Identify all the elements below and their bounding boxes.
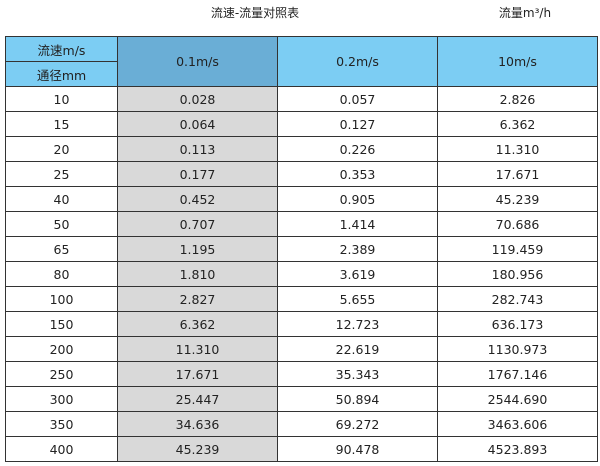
diameter-cell: 100 bbox=[5, 286, 118, 312]
flow-cell: 3.619 bbox=[277, 261, 438, 287]
column-header: 10m/s bbox=[437, 36, 598, 87]
flow-cell: 5.655 bbox=[277, 286, 438, 312]
flow-cell: 45.239 bbox=[117, 436, 278, 462]
flow-table: 流速m/s 0.1m/s 0.2m/s 10m/s 通径mm 10 0.028 0.… bbox=[5, 36, 598, 462]
flow-cell: 1.810 bbox=[117, 261, 278, 287]
flow-cell: 0.707 bbox=[117, 211, 278, 237]
flow-cell: 6.362 bbox=[117, 311, 278, 337]
flow-cell: 0.127 bbox=[277, 111, 438, 137]
table-row: 10 0.028 0.057 2.826 bbox=[5, 86, 598, 112]
flow-cell: 0.113 bbox=[117, 136, 278, 162]
column-header: 0.2m/s bbox=[277, 36, 438, 87]
table-title: 流速-流量对照表 bbox=[210, 6, 300, 20]
flow-cell: 0.452 bbox=[117, 186, 278, 212]
column-header: 0.1m/s bbox=[117, 36, 278, 87]
flow-cell: 0.353 bbox=[277, 161, 438, 187]
flow-cell: 35.343 bbox=[277, 361, 438, 387]
table-row: 350 34.636 69.272 3463.606 bbox=[5, 411, 598, 437]
unit-label: 流量m³/h bbox=[498, 6, 552, 20]
flow-cell: 2.389 bbox=[277, 236, 438, 262]
flow-cell: 0.064 bbox=[117, 111, 278, 137]
diameter-cell: 200 bbox=[5, 336, 118, 362]
flow-cell: 17.671 bbox=[117, 361, 278, 387]
flow-cell: 2544.690 bbox=[437, 386, 598, 412]
flow-cell: 2.826 bbox=[437, 86, 598, 112]
flow-cell: 0.057 bbox=[277, 86, 438, 112]
table-row: 80 1.810 3.619 180.956 bbox=[5, 261, 598, 287]
table-row: 20 0.113 0.226 11.310 bbox=[5, 136, 598, 162]
flow-cell: 1130.973 bbox=[437, 336, 598, 362]
diameter-header: 通径mm bbox=[5, 61, 118, 87]
flow-cell: 180.956 bbox=[437, 261, 598, 287]
flow-cell: 0.905 bbox=[277, 186, 438, 212]
flow-cell: 69.272 bbox=[277, 411, 438, 437]
table-row: 15 0.064 0.127 6.362 bbox=[5, 111, 598, 137]
flow-cell: 25.447 bbox=[117, 386, 278, 412]
flow-cell: 2.827 bbox=[117, 286, 278, 312]
diameter-cell: 20 bbox=[5, 136, 118, 162]
flow-cell: 70.686 bbox=[437, 211, 598, 237]
flow-cell: 4523.893 bbox=[437, 436, 598, 462]
flow-cell: 0.028 bbox=[117, 86, 278, 112]
flow-cell: 6.362 bbox=[437, 111, 598, 137]
flow-cell: 22.619 bbox=[277, 336, 438, 362]
diameter-cell: 80 bbox=[5, 261, 118, 287]
flow-cell: 12.723 bbox=[277, 311, 438, 337]
diameter-cell: 150 bbox=[5, 311, 118, 337]
diameter-cell: 400 bbox=[5, 436, 118, 462]
flow-cell: 636.173 bbox=[437, 311, 598, 337]
table-row: 300 25.447 50.894 2544.690 bbox=[5, 386, 598, 412]
flow-cell: 11.310 bbox=[117, 336, 278, 362]
table-row: 250 17.671 35.343 1767.146 bbox=[5, 361, 598, 387]
flow-cell: 0.177 bbox=[117, 161, 278, 187]
table-row: 65 1.195 2.389 119.459 bbox=[5, 236, 598, 262]
flow-cell: 17.671 bbox=[437, 161, 598, 187]
diameter-cell: 65 bbox=[5, 236, 118, 262]
diameter-cell: 15 bbox=[5, 111, 118, 137]
velocity-header: 流速m/s bbox=[5, 36, 118, 62]
table-row: 150 6.362 12.723 636.173 bbox=[5, 311, 598, 337]
table-row: 40 0.452 0.905 45.239 bbox=[5, 186, 598, 212]
flow-cell: 1767.146 bbox=[437, 361, 598, 387]
flow-cell: 0.226 bbox=[277, 136, 438, 162]
flow-cell: 90.478 bbox=[277, 436, 438, 462]
flow-cell: 1.195 bbox=[117, 236, 278, 262]
table-row: 200 11.310 22.619 1130.973 bbox=[5, 336, 598, 362]
diameter-cell: 350 bbox=[5, 411, 118, 437]
diameter-cell: 300 bbox=[5, 386, 118, 412]
diameter-cell: 250 bbox=[5, 361, 118, 387]
diameter-cell: 25 bbox=[5, 161, 118, 187]
flow-cell: 119.459 bbox=[437, 236, 598, 262]
flow-cell: 282.743 bbox=[437, 286, 598, 312]
diameter-cell: 10 bbox=[5, 86, 118, 112]
flow-cell: 50.894 bbox=[277, 386, 438, 412]
flow-cell: 1.414 bbox=[277, 211, 438, 237]
flow-cell: 3463.606 bbox=[437, 411, 598, 437]
diameter-cell: 50 bbox=[5, 211, 118, 237]
table-row: 400 45.239 90.478 4523.893 bbox=[5, 436, 598, 462]
diameter-cell: 40 bbox=[5, 186, 118, 212]
table-row: 50 0.707 1.414 70.686 bbox=[5, 211, 598, 237]
flow-cell: 45.239 bbox=[437, 186, 598, 212]
table-row: 25 0.177 0.353 17.671 bbox=[5, 161, 598, 187]
flow-cell: 34.636 bbox=[117, 411, 278, 437]
flow-cell: 11.310 bbox=[437, 136, 598, 162]
table-row: 100 2.827 5.655 282.743 bbox=[5, 286, 598, 312]
